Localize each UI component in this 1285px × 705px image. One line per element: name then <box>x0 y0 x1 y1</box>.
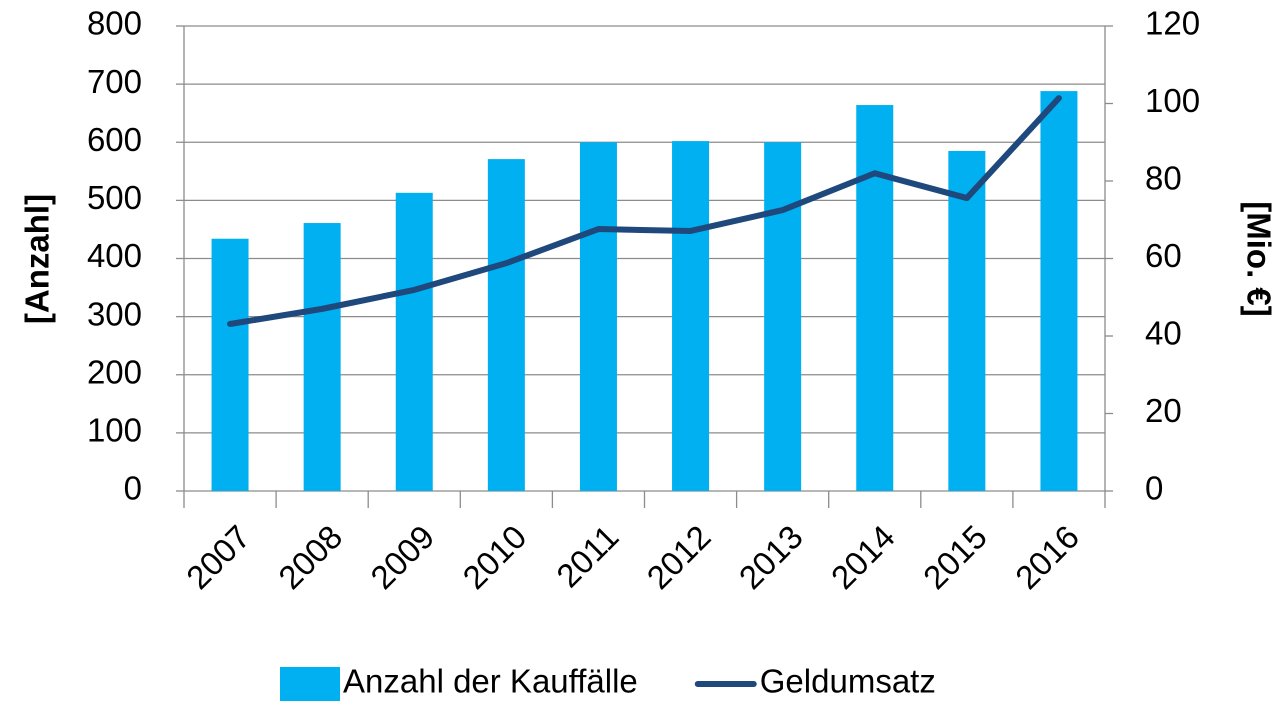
bar <box>395 192 433 491</box>
x-tick-label: 2011 <box>549 518 625 594</box>
x-tick-label: 2013 <box>732 518 810 596</box>
bar <box>1040 91 1078 491</box>
bar <box>856 105 894 492</box>
legend-label: Geldumsatz <box>760 663 936 700</box>
y2-axis-title: [Mio. €] <box>1240 201 1277 316</box>
x-tick-label: 2007 <box>179 518 257 596</box>
y2-tick-label: 0 <box>1145 470 1163 507</box>
y2-tick-label: 40 <box>1145 315 1182 352</box>
y-tick-label: 600 <box>87 121 142 158</box>
y-tick-label: 400 <box>87 237 142 274</box>
y-axis-title: [Anzahl] <box>19 194 56 324</box>
bar <box>487 159 525 491</box>
bar <box>303 223 341 491</box>
bar <box>579 142 617 491</box>
y2-tick-label: 80 <box>1145 160 1182 197</box>
y-tick-label: 800 <box>87 5 142 42</box>
y2-tick-label: 100 <box>1145 82 1200 119</box>
y-tick-label: 300 <box>87 295 142 332</box>
y2-tick-label: 60 <box>1145 237 1182 274</box>
legend-label: Anzahl der Kauffälle <box>343 663 638 700</box>
y2-tick-label: 120 <box>1145 5 1200 42</box>
line <box>227 95 1062 327</box>
legend-swatch <box>280 667 340 701</box>
y-tick-label: 700 <box>87 63 142 100</box>
x-tick-label: 2009 <box>363 518 441 596</box>
x-tick-label: 2015 <box>916 518 994 596</box>
x-tick-label: 2012 <box>640 518 718 596</box>
x-tick-label: 2014 <box>824 518 902 596</box>
y2-tick-label: 20 <box>1145 392 1182 429</box>
bar <box>764 142 802 491</box>
bar <box>948 150 986 491</box>
y-tick-label: 0 <box>124 470 142 507</box>
y-tick-label: 500 <box>87 179 142 216</box>
x-tick-label: 2008 <box>271 518 349 596</box>
bar <box>211 238 249 491</box>
bar <box>672 141 710 491</box>
y-tick-label: 200 <box>87 353 142 390</box>
x-tick-label: 2016 <box>1008 518 1086 596</box>
y-tick-label: 100 <box>87 412 142 449</box>
x-tick-label: 2010 <box>455 518 533 596</box>
